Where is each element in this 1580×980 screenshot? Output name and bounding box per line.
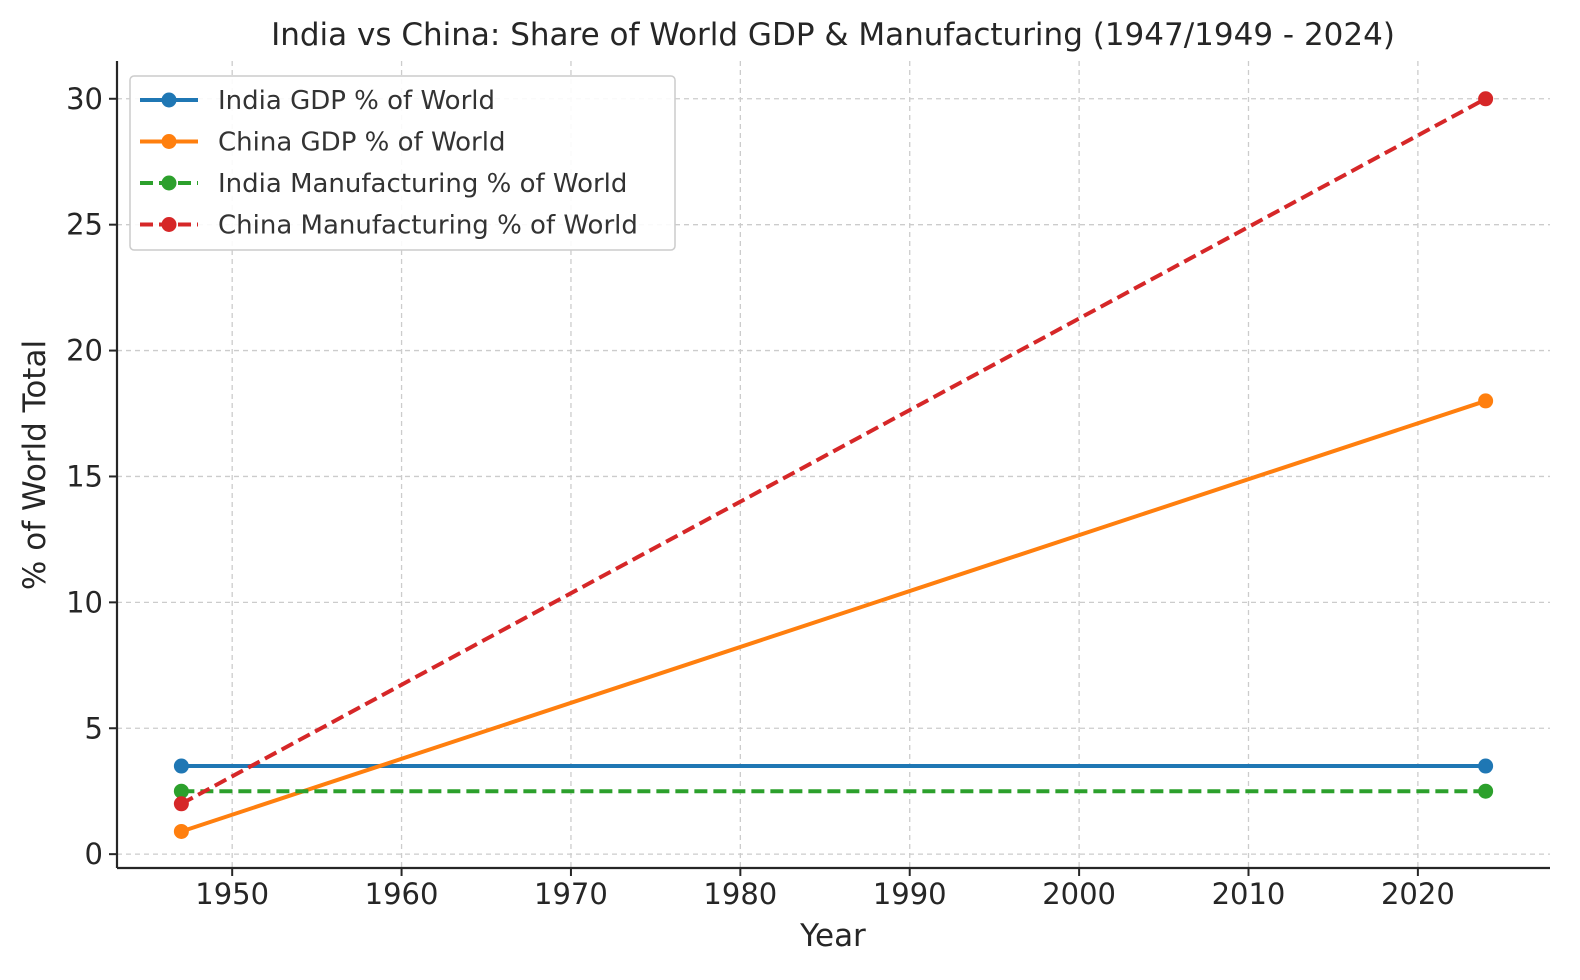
series-india-gdp-pct-of-world [173, 758, 1494, 774]
x-tick-label: 1990 [873, 877, 947, 911]
legend-entry: China Manufacturing % of World [140, 211, 638, 241]
axis-ticks: 1950 1960 1970 1980 1990 2000 2010 2020 0 5 10 15 20… [66, 82, 1455, 911]
data-point [1478, 393, 1494, 409]
series-layer [173, 91, 1494, 839]
data-point [1478, 758, 1494, 774]
legend-label: China GDP % of World [218, 128, 505, 158]
legend-entry: China GDP % of World [140, 128, 505, 158]
chart-title: India vs China: Share of World GDP & Man… [271, 17, 1395, 53]
data-point [173, 796, 189, 812]
y-tick-label: 25 [66, 208, 103, 242]
legend-swatch-marker [161, 134, 177, 149]
legend-label: India GDP % of World [218, 86, 495, 116]
data-point [1478, 783, 1494, 799]
x-tick-label: 2010 [1212, 877, 1286, 911]
x-tick-label: 1960 [365, 877, 439, 911]
data-point [173, 758, 189, 774]
legend-label: China Manufacturing % of World [218, 211, 638, 241]
legend-box [129, 75, 676, 251]
x-tick-label: 2000 [1042, 877, 1116, 911]
series-china-manufacturing-pct-of-world [173, 91, 1494, 812]
y-tick-label: 20 [66, 334, 103, 368]
legend-swatch-marker [161, 175, 177, 191]
y-tick-label: 10 [66, 585, 103, 619]
data-point [1478, 91, 1494, 107]
series-line [180, 399, 1487, 834]
legend-entry: India Manufacturing % of World [140, 169, 627, 199]
legend-swatch-marker [161, 92, 177, 108]
series-china-gdp-pct-of-world [173, 393, 1494, 839]
x-tick-label: 1970 [534, 877, 608, 911]
data-point [173, 823, 189, 839]
axes [115, 61, 1550, 870]
y-axis-label: % of World Total [17, 340, 53, 590]
legend-label: India Manufacturing % of World [218, 169, 627, 199]
series-line [180, 97, 1487, 806]
series-india-manufacturing-pct-of-world [173, 783, 1494, 799]
y-tick-label: 15 [66, 459, 103, 493]
x-tick-label: 1980 [703, 877, 777, 911]
y-tick-label: 5 [85, 711, 103, 745]
x-axis-label: Year [799, 918, 866, 954]
y-tick-label: 30 [66, 82, 103, 116]
legend-swatch-marker [161, 217, 177, 232]
x-tick-label: 1950 [195, 877, 269, 911]
y-tick-label: 0 [85, 837, 103, 871]
x-tick-label: 2020 [1381, 877, 1455, 911]
data-point [173, 783, 189, 799]
legend-entry: India GDP % of World [140, 86, 495, 116]
legend: India GDP % of World China GDP % of World… [129, 75, 676, 251]
